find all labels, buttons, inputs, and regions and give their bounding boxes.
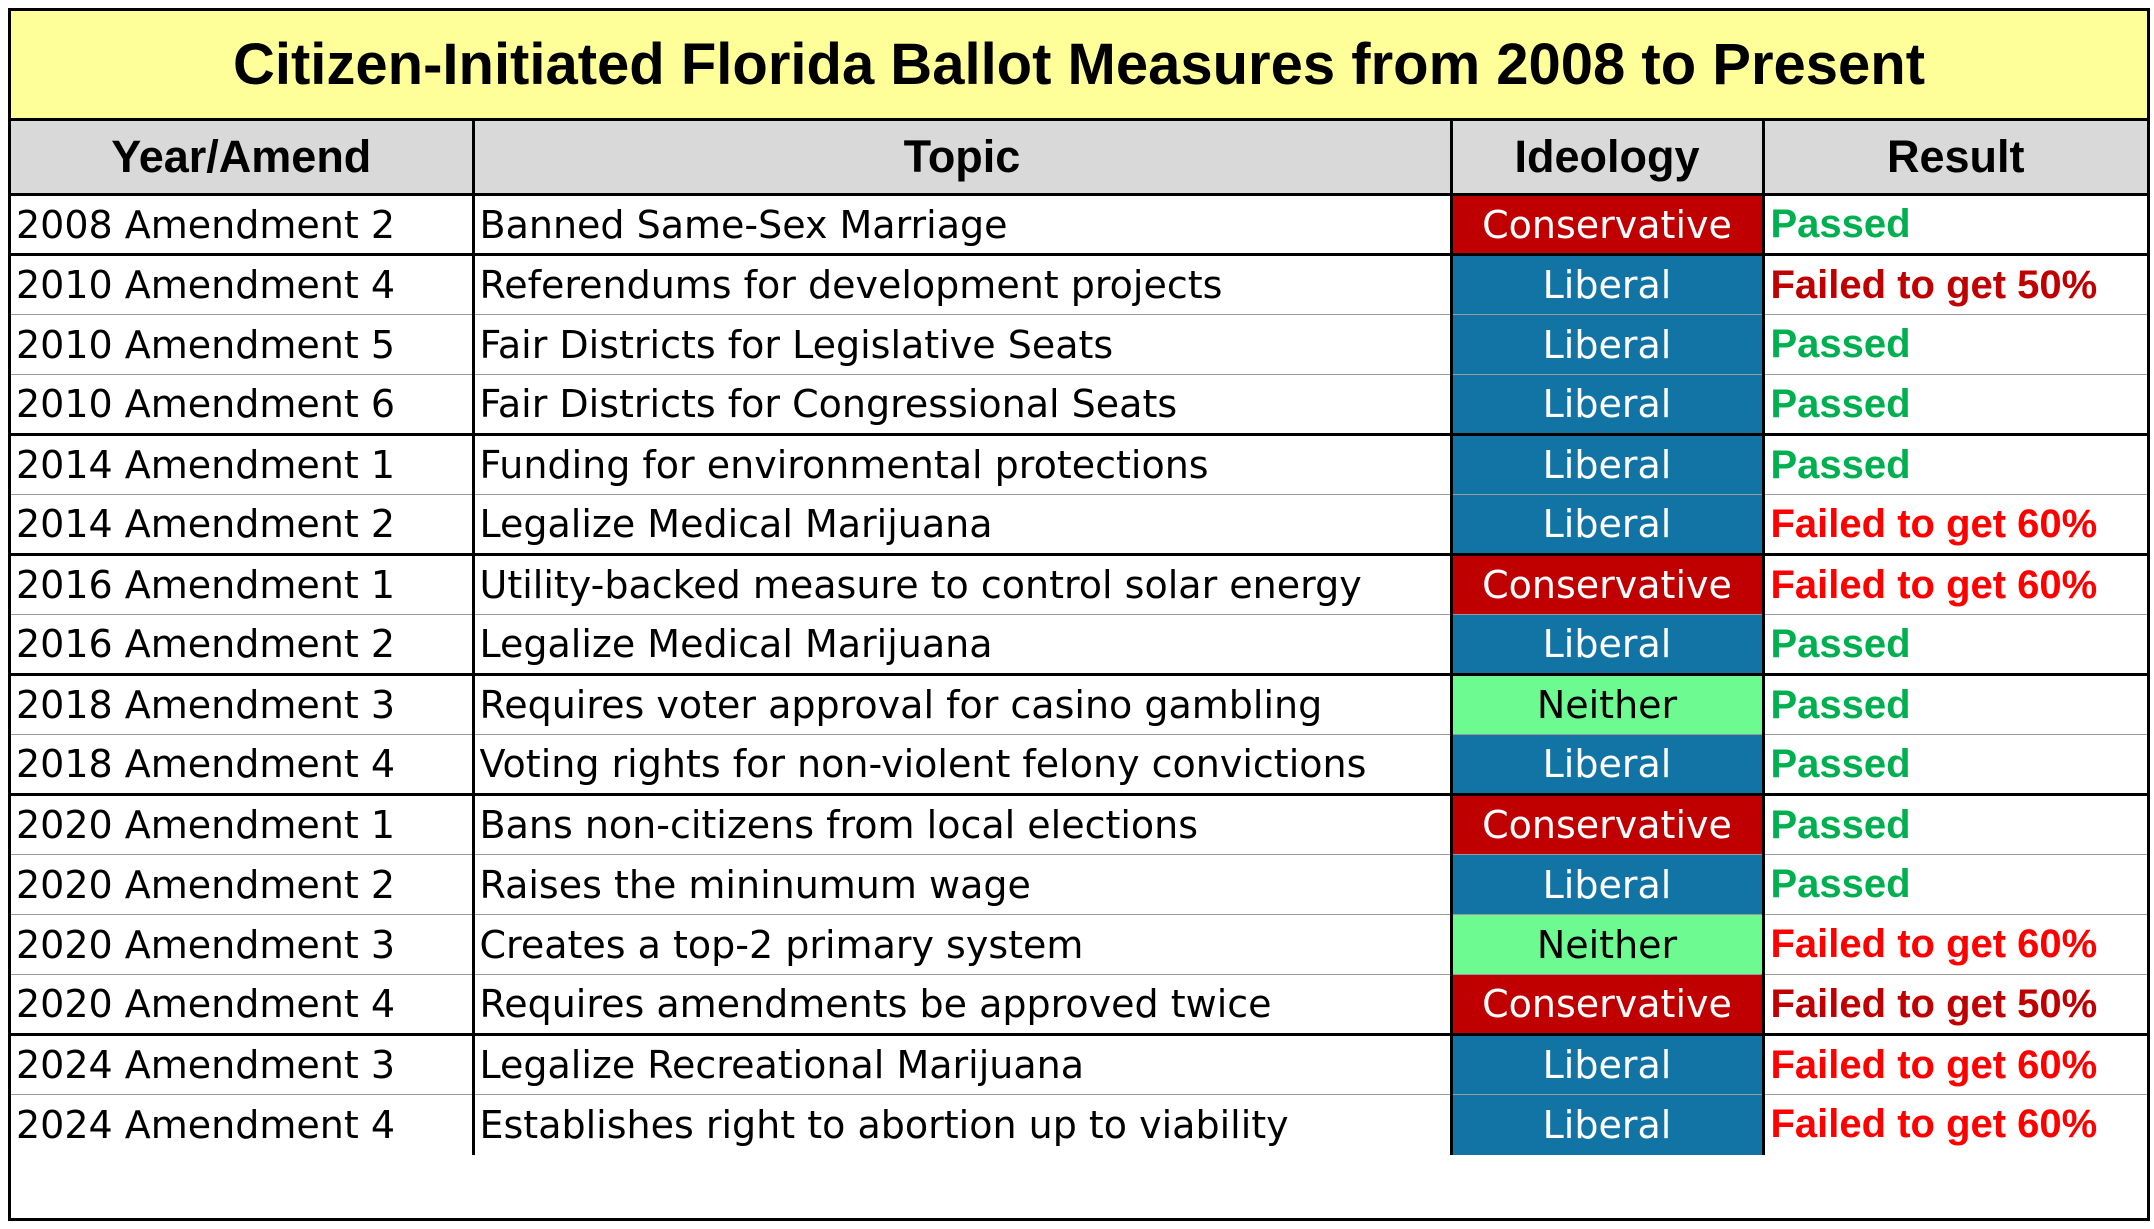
year-cell: 2016 Amendment 1 (11, 554, 473, 615)
result-cell: Passed (1761, 734, 2147, 796)
table-row: 2020 Amendment 3 Creates a top-2 primary … (11, 914, 2147, 975)
table-row: 2018 Amendment 4 Voting rights for non-vi… (11, 734, 2147, 796)
year-cell: 2020 Amendment 3 (11, 914, 473, 975)
topic-cell: Fair Districts for Congressional Seats (471, 374, 1451, 436)
table-row: 2016 Amendment 1 Utility-backed measure t… (11, 554, 2147, 615)
topic-cell: Referendums for development projects (471, 254, 1451, 315)
result-cell: Passed (1761, 794, 2147, 855)
header-year-amend: Year/Amend (11, 121, 473, 196)
table-header: Year/Amend Topic Ideology Result (11, 121, 2147, 196)
ideology-cell: Neither (1449, 914, 1763, 975)
year-cell: 2008 Amendment 2 (11, 194, 473, 256)
table-row: 2024 Amendment 4 Establishes right to abo… (11, 1094, 2147, 1155)
result-cell: Passed (1761, 374, 2147, 436)
result-cell: Failed to get 60% (1761, 1034, 2147, 1095)
ideology-cell: Conservative (1449, 554, 1763, 615)
result-cell: Passed (1761, 674, 2147, 735)
year-cell: 2014 Amendment 1 (11, 434, 473, 495)
result-cell: Failed to get 60% (1761, 1094, 2147, 1155)
ballot-measures-table-container: Citizen-Initiated Florida Ballot Measure… (8, 8, 2150, 1221)
year-cell: 2024 Amendment 4 (16, 1102, 396, 1147)
ideology-cell: Liberal (1449, 374, 1763, 436)
result-cell: Failed to get 60% (1761, 554, 2147, 615)
year-cell: 2014 Amendment 2 (11, 494, 473, 556)
header-topic: Topic (471, 121, 1451, 196)
table-row: 2020 Amendment 4 Requires amendments be a… (11, 974, 2147, 1036)
table-row: 2016 Amendment 2 Legalize Medical Marijua… (11, 614, 2147, 676)
ideology-cell: Neither (1449, 674, 1763, 735)
table-row: 2018 Amendment 3 Requires voter approval … (11, 674, 2147, 735)
table-row: 2020 Amendment 1 Bans non-citizens from l… (11, 794, 2147, 855)
result-cell: Failed to get 50% (1761, 254, 2147, 315)
ideology-cell: Liberal (1449, 614, 1763, 676)
result-cell: Passed (1761, 614, 2147, 676)
topic-cell: Requires amendments be approved twice (471, 974, 1451, 1036)
year-cell: 2018 Amendment 4 (11, 734, 473, 796)
year-cell: 2020 Amendment 4 (11, 974, 473, 1036)
ideology-cell: Liberal (1449, 494, 1763, 556)
result-cell: Passed (1761, 434, 2147, 495)
table-row: 2024 Amendment 3 Legalize Recreational Ma… (11, 1034, 2147, 1095)
year-cell: 2024 Amendment 3 (11, 1034, 473, 1095)
topic-cell: Bans non-citizens from local elections (471, 794, 1451, 855)
year-cell: 2020 Amendment 1 (11, 794, 473, 855)
table-title: Citizen-Initiated Florida Ballot Measure… (11, 11, 2147, 121)
year-cell: 2020 Amendment 2 (11, 854, 473, 915)
ideology-cell: Liberal (1449, 434, 1763, 495)
table-row: 2010 Amendment 4 Referendums for developm… (11, 254, 2147, 315)
result-cell: Failed to get 50% (1761, 974, 2147, 1036)
year-cell: 2010 Amendment 5 (11, 314, 473, 375)
topic-cell: Funding for environmental protections (471, 434, 1451, 495)
topic-cell: Requires voter approval for casino gambl… (471, 674, 1451, 735)
result-cell: Passed (1761, 314, 2147, 375)
table-row: 2010 Amendment 5 Fair Districts for Legis… (11, 314, 2147, 375)
topic-cell: Utility-backed measure to control solar … (471, 554, 1451, 615)
ideology-cell: Liberal (1449, 1034, 1763, 1095)
table-body: 2008 Amendment 2 Banned Same-Sex Marriage… (11, 194, 2147, 1155)
result-cell: Passed (1761, 194, 2147, 256)
table-row: 2008 Amendment 2 Banned Same-Sex Marriage… (11, 194, 2147, 256)
table-row: 2014 Amendment 1 Funding for environmenta… (11, 434, 2147, 495)
topic-cell: Legalize Recreational Marijuana (471, 1034, 1451, 1095)
year-cell: 2018 Amendment 3 (11, 674, 473, 735)
table-row: 2010 Amendment 6 Fair Districts for Congr… (11, 374, 2147, 436)
topic-cell: Legalize Medical Marijuana (471, 494, 1451, 556)
ideology-cell: Conservative (1449, 794, 1763, 855)
table-row: 2014 Amendment 2 Legalize Medical Marijua… (11, 494, 2147, 556)
ideology-cell: Liberal (1449, 254, 1763, 315)
ideology-cell: Conservative (1449, 974, 1763, 1036)
result-cell: Failed to get 60% (1761, 494, 2147, 556)
year-cell: 2010 Amendment 4 (11, 254, 473, 315)
header-result: Result (1761, 121, 2147, 196)
ballot-measures-table: Year/Amend Topic Ideology Result 2008 Am… (11, 121, 2147, 1155)
year-cell: 2016 Amendment 2 (11, 614, 473, 676)
header-ideology: Ideology (1449, 121, 1763, 196)
topic-cell: Raises the mininumum wage (471, 854, 1451, 915)
year-cell: 2010 Amendment 6 (11, 374, 473, 436)
table-row: 2020 Amendment 2 Raises the mininumum wag… (11, 854, 2147, 915)
topic-cell: Fair Districts for Legislative Seats (471, 314, 1451, 375)
ideology-cell: Liberal (1449, 314, 1763, 375)
result-cell: Passed (1761, 854, 2147, 915)
header-row: Year/Amend Topic Ideology Result (11, 121, 2147, 196)
topic-cell: Establishes right to abortion up to viab… (471, 1094, 1451, 1155)
ideology-cell: Liberal (1449, 1094, 1763, 1155)
ideology-cell: Liberal (1449, 734, 1763, 796)
topic-cell: Voting rights for non-violent felony con… (471, 734, 1451, 796)
topic-cell: Creates a top-2 primary system (471, 914, 1451, 975)
result-cell: Failed to get 60% (1761, 914, 2147, 975)
topic-cell: Legalize Medical Marijuana (471, 614, 1451, 676)
ideology-cell: Liberal (1449, 854, 1763, 915)
topic-cell: Banned Same-Sex Marriage (471, 194, 1451, 256)
ideology-cell: Conservative (1449, 194, 1763, 256)
